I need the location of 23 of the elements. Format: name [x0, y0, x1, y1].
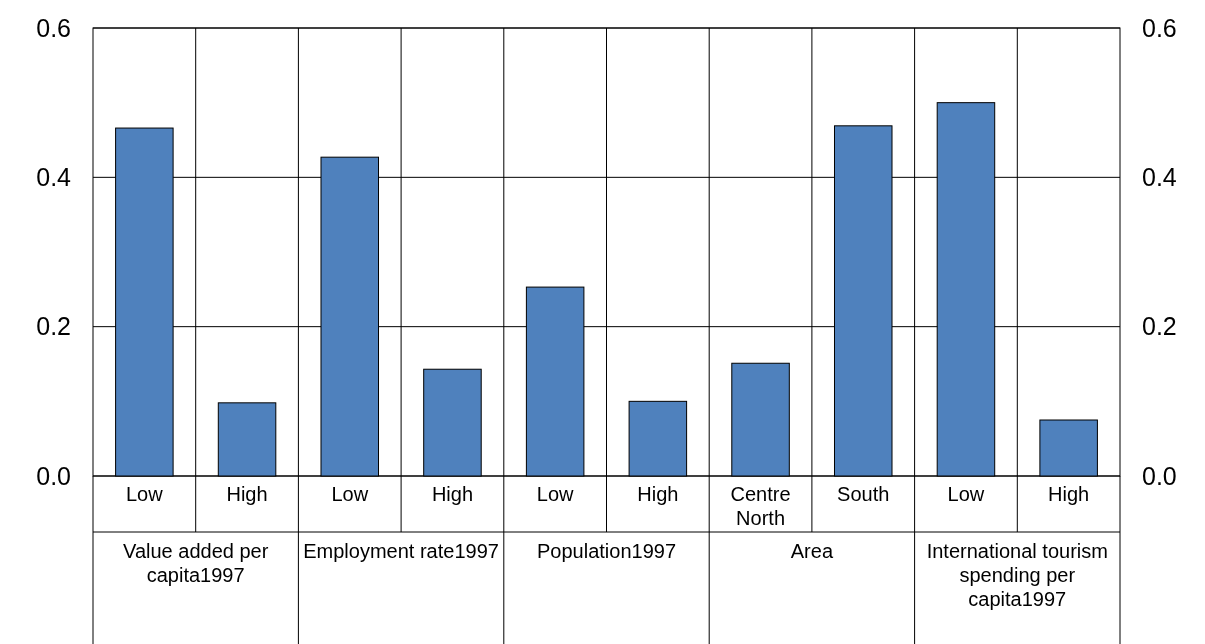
x-tick-label: Low	[331, 483, 369, 505]
x-tick-label: Low	[536, 483, 575, 505]
text: Area	[790, 540, 834, 562]
y-tick-label: 0.2	[36, 312, 71, 341]
y-tick-label: 0.6	[36, 13, 71, 42]
y2-tick-label: 0.0	[1142, 461, 1177, 490]
x-tick-label: High	[1048, 483, 1090, 505]
text: Employment rate1997	[303, 540, 499, 562]
x-tick-label: High	[431, 483, 474, 505]
text: Value added per capita1997	[123, 540, 269, 586]
x-tick-label: High	[226, 483, 268, 505]
y2-tick-label: 0.2	[1142, 312, 1177, 341]
text: International tourism spending per capita1997	[926, 540, 1108, 610]
y2-tick-label: 0.6	[1142, 13, 1177, 42]
x-tick-label: Low	[126, 483, 164, 505]
y-tick-label: 0.0	[36, 461, 71, 490]
x-tick-label: Centre North	[730, 483, 791, 529]
x-tick-label: Low	[947, 483, 985, 505]
x-tick-label: High	[637, 483, 679, 505]
x-tick-label: South	[837, 483, 890, 505]
y2-tick-label: 0.4	[1142, 163, 1177, 192]
y-tick-label: 0.4	[36, 163, 72, 192]
text: Population1997	[536, 540, 677, 562]
